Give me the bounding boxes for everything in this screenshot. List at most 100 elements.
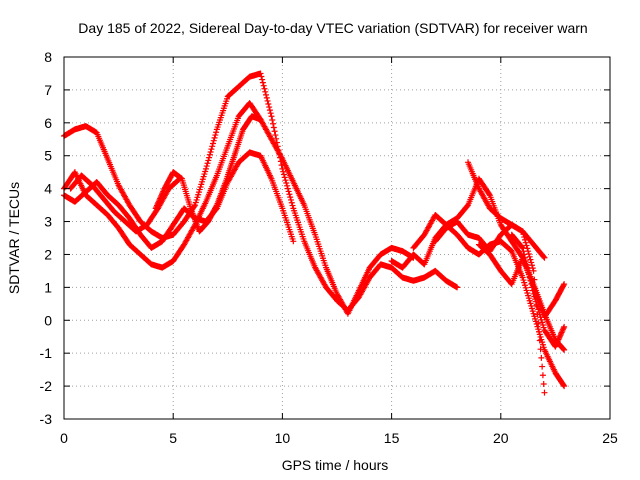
- data-point: [264, 97, 271, 104]
- data-point: [528, 259, 535, 266]
- y-tick-label: 5: [44, 148, 52, 164]
- data-point: [212, 132, 219, 139]
- data-point: [262, 88, 269, 95]
- data-point: [521, 251, 528, 258]
- y-tick-label: 6: [44, 115, 52, 131]
- data-point: [560, 346, 567, 353]
- data-point: [209, 143, 216, 150]
- data-point: [269, 116, 276, 123]
- data-point: [206, 151, 213, 158]
- data-point: [539, 363, 546, 370]
- data-point: [263, 94, 270, 101]
- data-point: [213, 203, 220, 210]
- data-point: [541, 254, 548, 261]
- data-point: [283, 179, 290, 186]
- data-point: [540, 253, 547, 260]
- data-point: [258, 73, 265, 80]
- data-point: [541, 389, 548, 396]
- data-point: [519, 244, 526, 251]
- series-sat-c: [61, 149, 297, 251]
- data-point: [538, 354, 545, 361]
- data-point: [257, 70, 264, 77]
- data-point: [207, 148, 214, 155]
- data-point: [282, 177, 289, 184]
- data-points: [61, 70, 568, 396]
- data-point: [530, 267, 537, 274]
- data-point: [280, 168, 287, 175]
- data-point: [536, 328, 543, 335]
- data-point: [535, 320, 542, 327]
- data-point: [211, 134, 218, 141]
- data-point: [529, 284, 535, 291]
- data-point: [286, 191, 293, 198]
- data-point: [521, 254, 528, 261]
- data-point: [280, 171, 287, 178]
- data-point: [204, 160, 211, 167]
- data-point: [209, 140, 216, 147]
- data-point: [213, 129, 220, 136]
- x-tick-label: 20: [493, 430, 509, 446]
- data-point: [270, 120, 277, 127]
- y-tick-label: 1: [44, 279, 52, 295]
- data-point: [525, 271, 532, 278]
- x-tick-label: 0: [60, 430, 68, 446]
- data-point: [284, 182, 291, 189]
- data-point: [523, 242, 530, 249]
- data-point: [539, 372, 546, 379]
- data-point: [527, 256, 534, 263]
- data-point: [561, 281, 568, 288]
- axis-ticks: 0 5 10 15 20 25 -3 -2 -1 0 1 2 3 4 5 6 7 8: [40, 49, 618, 446]
- x-tick-label: 10: [275, 430, 291, 446]
- data-point: [529, 287, 536, 294]
- data-point: [270, 124, 277, 131]
- data-point: [205, 157, 212, 164]
- data-point: [272, 132, 279, 139]
- data-point: [284, 185, 291, 192]
- y-tick-label: 7: [44, 82, 52, 98]
- data-point: [260, 82, 267, 89]
- data-point: [540, 380, 547, 387]
- series-sat-i: [465, 159, 548, 261]
- data-point: [208, 146, 215, 153]
- data-point: [536, 337, 543, 344]
- data-point: [560, 282, 567, 289]
- data-point: [206, 154, 213, 161]
- x-axis-label: GPS time / hours: [282, 457, 389, 473]
- y-tick-label: 0: [44, 312, 52, 328]
- x-tick-label: 15: [384, 430, 400, 446]
- series-sat-a: [61, 70, 461, 314]
- series-sat-e: [152, 113, 264, 235]
- data-point: [267, 110, 274, 117]
- data-point: [561, 346, 568, 353]
- data-point: [525, 267, 532, 274]
- data-point: [289, 202, 296, 209]
- data-point: [268, 113, 275, 120]
- data-point: [265, 101, 272, 108]
- y-tick-label: 4: [44, 181, 52, 197]
- data-point: [528, 281, 535, 288]
- data-point: [263, 91, 270, 98]
- data-point: [523, 261, 530, 268]
- data-point: [561, 323, 568, 330]
- x-tick-label: 25: [602, 430, 618, 446]
- data-point: [537, 346, 544, 353]
- y-axis-label: SDTVAR / TECUs: [6, 182, 22, 294]
- y-tick-label: -1: [40, 345, 53, 361]
- data-point: [520, 248, 527, 255]
- data-point: [287, 194, 294, 201]
- y-tick-label: 3: [44, 214, 52, 230]
- data-point: [454, 284, 461, 291]
- series-sat-k: [508, 231, 568, 350]
- data-point: [518, 243, 525, 250]
- data-point: [527, 277, 534, 284]
- data-point: [257, 116, 264, 123]
- data-point: [266, 104, 273, 111]
- data-point: [529, 262, 535, 269]
- data-point: [287, 196, 294, 203]
- data-point: [524, 264, 531, 271]
- data-point: [285, 188, 292, 195]
- data-point: [203, 163, 210, 170]
- data-point: [288, 199, 295, 206]
- y-tick-label: 8: [44, 49, 52, 65]
